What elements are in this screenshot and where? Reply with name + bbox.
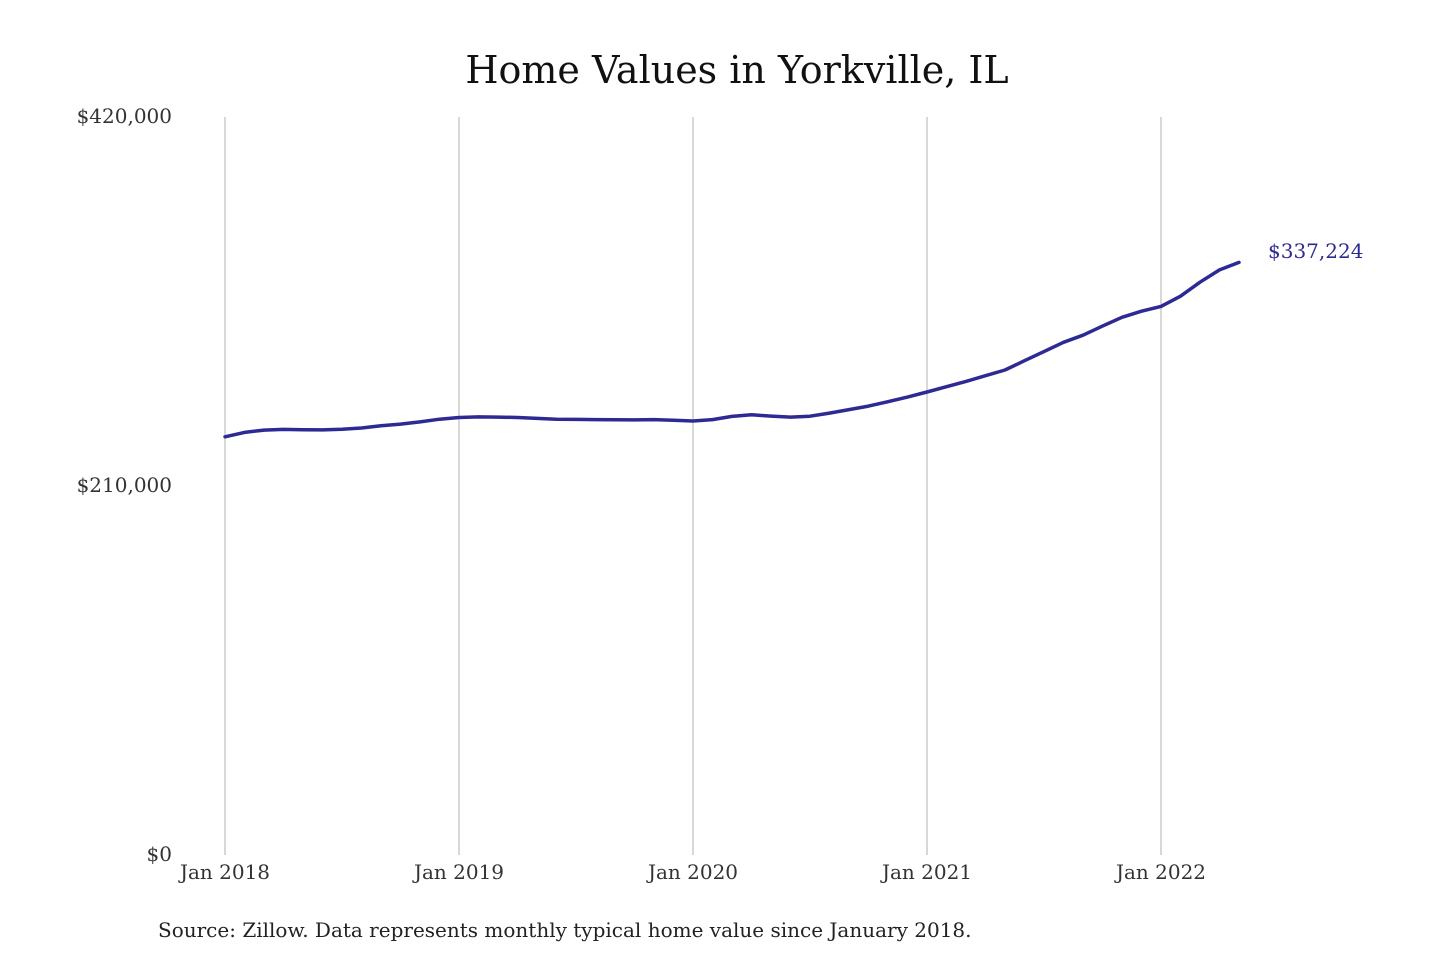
x-tick-label: Jan 2020	[646, 860, 738, 884]
chart-title: Home Values in Yorkville, IL	[465, 48, 1008, 92]
x-axis-ticks: Jan 2018 Jan 2019 Jan 2020 Jan 2021 Jan 2022	[178, 860, 1206, 884]
y-tick-label: $210,000	[77, 473, 172, 497]
x-tick-label: Jan 2018	[178, 860, 270, 884]
x-tick-label: Jan 2019	[412, 860, 504, 884]
source-note: Source: Zillow. Data represents monthly …	[158, 918, 972, 942]
end-value-label: $337,224	[1268, 239, 1363, 263]
y-tick-label: $0	[147, 842, 172, 866]
x-tick-label: Jan 2022	[1114, 860, 1206, 884]
y-tick-label: $420,000	[77, 104, 172, 128]
grid-lines	[224, 117, 1162, 855]
x-tick-label: Jan 2021	[880, 860, 972, 884]
y-axis-ticks: $420,000 $210,000 $0	[77, 104, 172, 866]
series-line	[223, 260, 1241, 439]
series-layer	[223, 260, 1241, 439]
